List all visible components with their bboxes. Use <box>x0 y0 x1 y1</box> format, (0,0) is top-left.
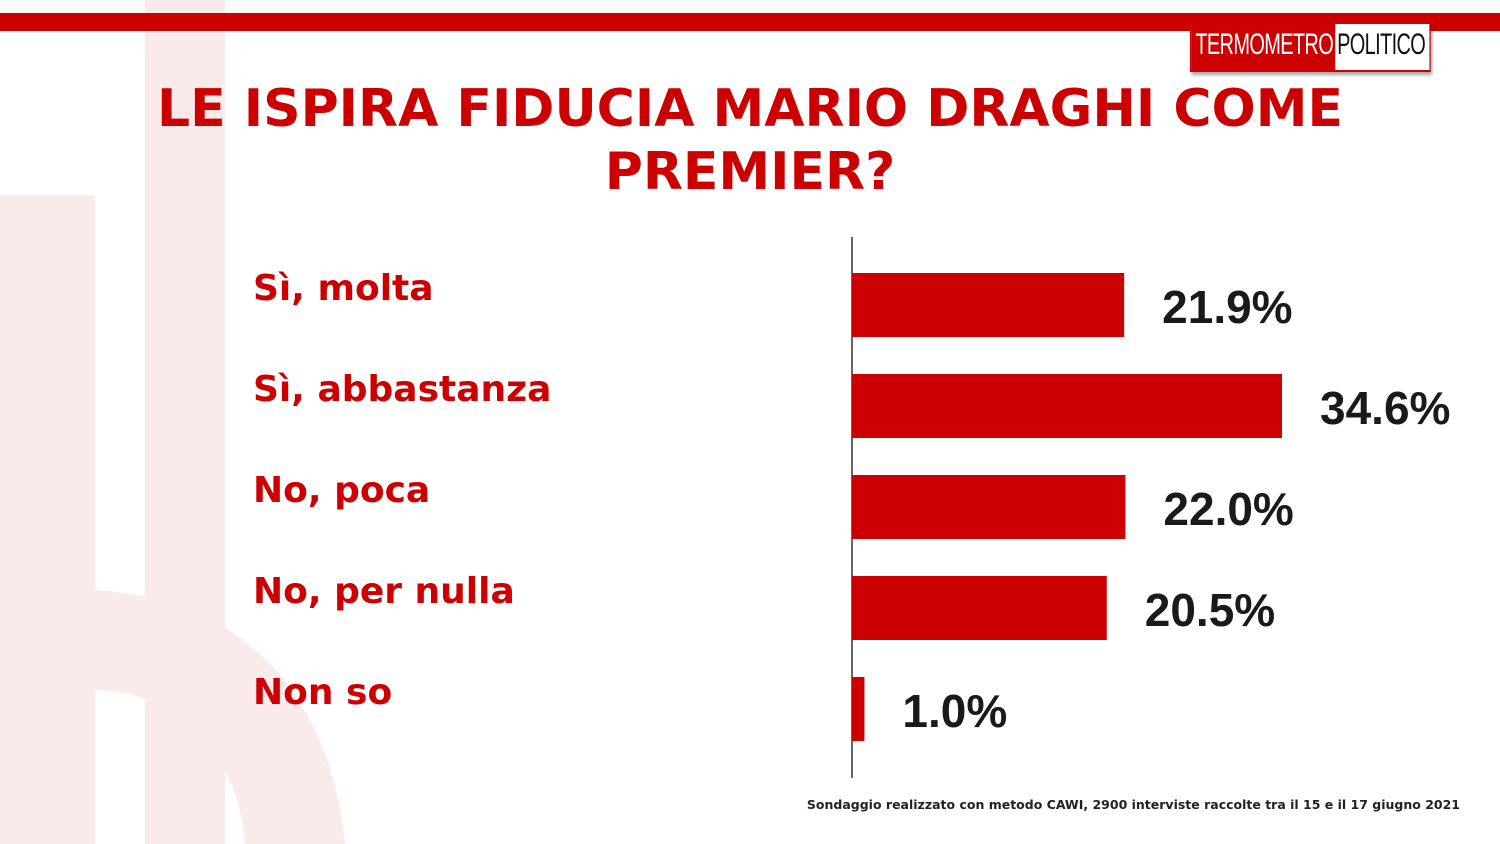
chart-title: LE ISPIRA FIDUCIA MARIO DRAGHI COME PREM… <box>157 79 1343 202</box>
top-brand-bar <box>0 13 1500 31</box>
bar <box>852 374 1282 438</box>
category-label: No, per nulla <box>253 571 515 612</box>
bar <box>852 576 1107 640</box>
termometro-politico-logo: TERMOMETRO POLITICO <box>1190 22 1431 72</box>
bar <box>852 475 1126 539</box>
bar <box>852 273 1125 337</box>
logo-part-red: TERMOMETRO <box>1191 24 1336 70</box>
data-label: 34.6% <box>1320 382 1450 434</box>
watermark-letter-shape <box>0 0 345 844</box>
survey-footnote: Sondaggio realizzato con metodo CAWI, 29… <box>806 797 1460 812</box>
logo-part-white: POLITICO <box>1335 24 1430 70</box>
category-label: Non so <box>253 672 393 713</box>
bar <box>852 677 865 741</box>
category-label: Sì, molta <box>253 268 434 309</box>
data-label: 20.5% <box>1145 584 1275 636</box>
data-label: 21.9% <box>1162 281 1292 333</box>
category-label: Sì, abbastanza <box>253 369 552 410</box>
data-label: 22.0% <box>1163 483 1293 535</box>
category-label: No, poca <box>253 470 431 511</box>
data-label: 1.0% <box>902 685 1007 737</box>
